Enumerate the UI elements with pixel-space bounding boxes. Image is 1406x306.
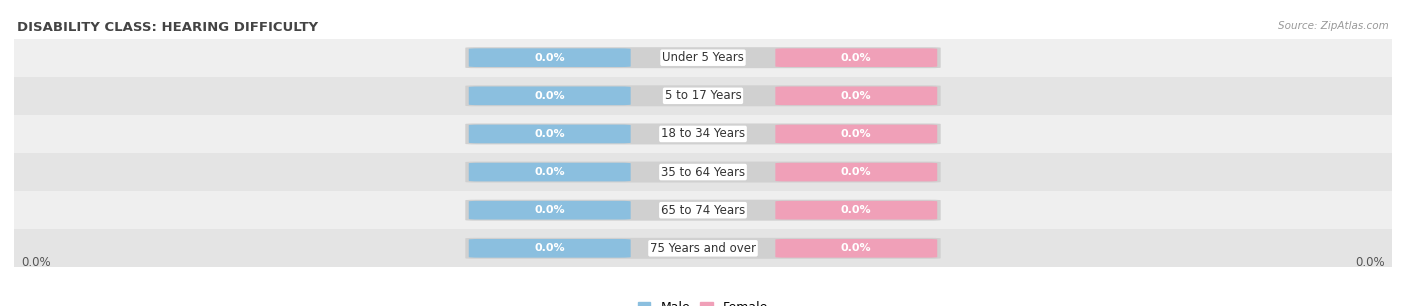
FancyBboxPatch shape — [465, 47, 941, 68]
Bar — [14, 191, 1392, 229]
Text: 0.0%: 0.0% — [841, 91, 872, 101]
Bar — [14, 77, 1392, 115]
Text: 0.0%: 0.0% — [841, 205, 872, 215]
FancyBboxPatch shape — [465, 85, 941, 106]
Text: 0.0%: 0.0% — [534, 167, 565, 177]
FancyBboxPatch shape — [465, 200, 941, 221]
Bar — [14, 115, 1392, 153]
Text: Under 5 Years: Under 5 Years — [662, 51, 744, 64]
Text: 5 to 17 Years: 5 to 17 Years — [665, 89, 741, 102]
FancyBboxPatch shape — [775, 201, 938, 219]
Legend: Male, Female: Male, Female — [638, 301, 768, 306]
Bar — [14, 153, 1392, 191]
Text: 0.0%: 0.0% — [841, 53, 872, 63]
Text: 0.0%: 0.0% — [534, 91, 565, 101]
Bar — [14, 39, 1392, 77]
FancyBboxPatch shape — [775, 48, 938, 67]
FancyBboxPatch shape — [468, 239, 631, 258]
FancyBboxPatch shape — [465, 123, 941, 144]
Text: DISABILITY CLASS: HEARING DIFFICULTY: DISABILITY CLASS: HEARING DIFFICULTY — [17, 21, 318, 34]
Text: 0.0%: 0.0% — [841, 243, 872, 253]
FancyBboxPatch shape — [468, 48, 631, 67]
Text: 0.0%: 0.0% — [534, 243, 565, 253]
Bar — [14, 229, 1392, 267]
Text: 75 Years and over: 75 Years and over — [650, 242, 756, 255]
Text: 0.0%: 0.0% — [534, 205, 565, 215]
FancyBboxPatch shape — [775, 239, 938, 258]
Text: 0.0%: 0.0% — [841, 167, 872, 177]
Text: 0.0%: 0.0% — [1355, 256, 1385, 269]
FancyBboxPatch shape — [775, 87, 938, 105]
Text: 0.0%: 0.0% — [841, 129, 872, 139]
FancyBboxPatch shape — [775, 125, 938, 143]
Text: 0.0%: 0.0% — [534, 129, 565, 139]
FancyBboxPatch shape — [465, 162, 941, 183]
Text: Source: ZipAtlas.com: Source: ZipAtlas.com — [1278, 21, 1389, 32]
FancyBboxPatch shape — [468, 87, 631, 105]
Text: 0.0%: 0.0% — [534, 53, 565, 63]
FancyBboxPatch shape — [468, 163, 631, 181]
FancyBboxPatch shape — [468, 125, 631, 143]
FancyBboxPatch shape — [465, 238, 941, 259]
FancyBboxPatch shape — [775, 163, 938, 181]
FancyBboxPatch shape — [468, 201, 631, 219]
Text: 0.0%: 0.0% — [21, 256, 51, 269]
Text: 18 to 34 Years: 18 to 34 Years — [661, 127, 745, 140]
Text: 65 to 74 Years: 65 to 74 Years — [661, 204, 745, 217]
Text: 35 to 64 Years: 35 to 64 Years — [661, 166, 745, 179]
